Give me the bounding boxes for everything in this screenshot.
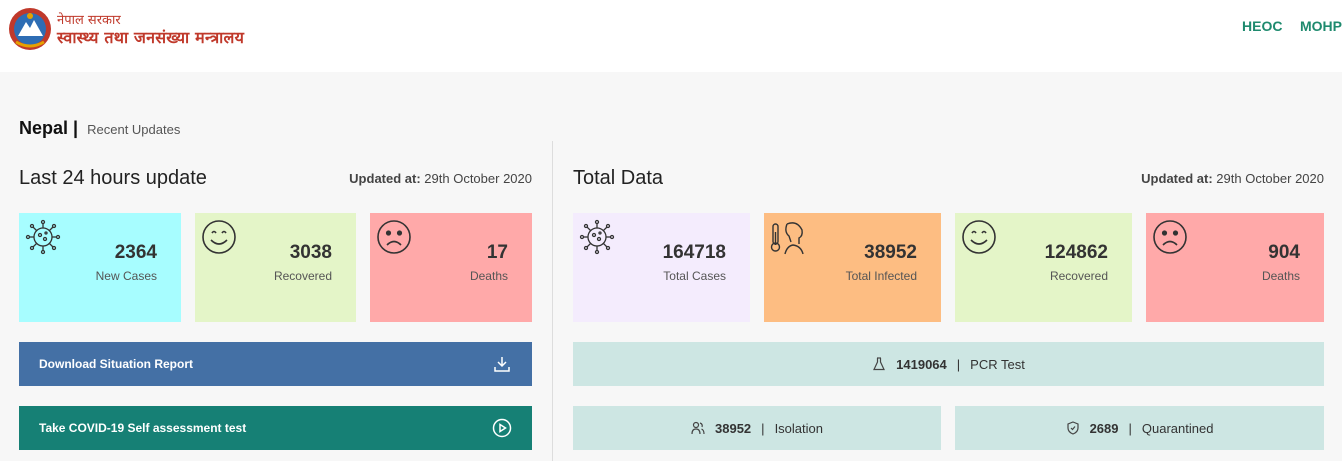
card-total-cases: 164718 Total Cases: [573, 213, 750, 322]
people-icon: [691, 421, 705, 435]
total-cases-value: 164718: [662, 242, 726, 263]
recovered-24h-label: Recovered: [273, 269, 332, 283]
total-updated-value: 29th October 2020: [1216, 171, 1324, 186]
isolation-label: Isolation: [774, 420, 823, 436]
card-recovered-24h: 3038 Recovered: [195, 213, 356, 322]
breadcrumb-separator: |: [73, 118, 79, 138]
brand-line-1: नेपाल सरकार: [57, 13, 121, 28]
quarantined-label: Quarantined: [1141, 420, 1214, 436]
virus-icon: [25, 219, 61, 255]
total-recovered-value: 124862: [1044, 242, 1108, 263]
nepal-emblem-logo[interactable]: [6, 6, 54, 52]
play-circle-icon: [492, 418, 512, 438]
last24-title: Last 24 hours update: [19, 167, 207, 189]
download-icon: [494, 357, 510, 372]
smile-icon: [202, 220, 236, 254]
recovered-24h-value: 3038: [289, 242, 332, 263]
card-new-cases: 2364 New Cases: [19, 213, 181, 322]
smile-icon: [962, 220, 996, 254]
nav-link-mohp[interactable]: MOHP: [1300, 18, 1342, 34]
last24-updated-value: 29th October 2020: [424, 171, 532, 186]
breadcrumb-section: Recent Updates: [87, 122, 181, 137]
brand-line-2: स्वास्थ्य तथा जनसंख्या मन्त्रालय: [57, 28, 245, 47]
card-total-recovered: 124862 Recovered: [955, 213, 1132, 322]
deaths-24h-value: 17: [486, 242, 508, 263]
pcr-test-value: 1419064: [896, 356, 947, 372]
sad-icon: [377, 220, 411, 254]
top-navbar: नेपाल सरकार स्वास्थ्य तथा जनसंख्या मन्त्…: [0, 0, 1342, 72]
isolation-value: 38952: [715, 420, 752, 436]
breadcrumb-country: Nepal: [19, 118, 69, 138]
total-title: Total Data: [573, 167, 664, 189]
last24-updated-label: Updated at:: [349, 171, 421, 186]
card-total-infected: 38952 Total Infected: [764, 213, 941, 322]
total-recovered-label: Recovered: [1049, 269, 1108, 283]
quarantined-stat: 2689 | Quarantined: [955, 406, 1324, 450]
download-report-button[interactable]: Download Situation Report: [19, 342, 532, 386]
download-report-label: Download Situation Report: [39, 357, 193, 371]
breadcrumb: Nepal | Recent Updates: [19, 118, 180, 139]
quarantined-separator: |: [1128, 420, 1132, 436]
section-divider: [552, 141, 553, 461]
card-total-deaths: 904 Deaths: [1146, 213, 1324, 322]
total-deaths-label: Deaths: [1261, 269, 1300, 283]
self-assessment-label: Take COVID-19 Self assessment test: [39, 421, 247, 435]
thermometer-person-icon: [770, 222, 804, 255]
deaths-24h-label: Deaths: [469, 269, 508, 283]
pcr-test-separator: |: [956, 356, 961, 372]
pcr-test-stat: 1419064 | PCR Test: [573, 342, 1324, 386]
sad-icon: [1153, 220, 1187, 254]
flask-icon: [873, 357, 886, 371]
new-cases-label: New Cases: [95, 269, 157, 283]
last24-updated: Updated at: 29th October 2020: [349, 171, 532, 186]
shield-icon: [1066, 421, 1079, 435]
card-deaths-24h: 17 Deaths: [370, 213, 532, 322]
pcr-test-label: PCR Test: [970, 356, 1025, 372]
isolation-stat: 38952 | Isolation: [573, 406, 941, 450]
self-assessment-button[interactable]: Take COVID-19 Self assessment test: [19, 406, 532, 450]
total-infected-label: Total Infected: [845, 269, 917, 283]
total-updated-label: Updated at:: [1141, 171, 1213, 186]
nav-link-heoc[interactable]: HEOC: [1242, 18, 1283, 34]
isolation-separator: |: [761, 420, 765, 436]
new-cases-value: 2364: [114, 242, 157, 263]
total-infected-value: 38952: [864, 242, 917, 263]
total-cases-label: Total Cases: [663, 269, 726, 283]
quarantined-value: 2689: [1089, 420, 1119, 436]
virus-icon: [579, 219, 615, 255]
total-deaths-value: 904: [1268, 242, 1300, 263]
total-updated: Updated at: 29th October 2020: [1141, 171, 1324, 186]
